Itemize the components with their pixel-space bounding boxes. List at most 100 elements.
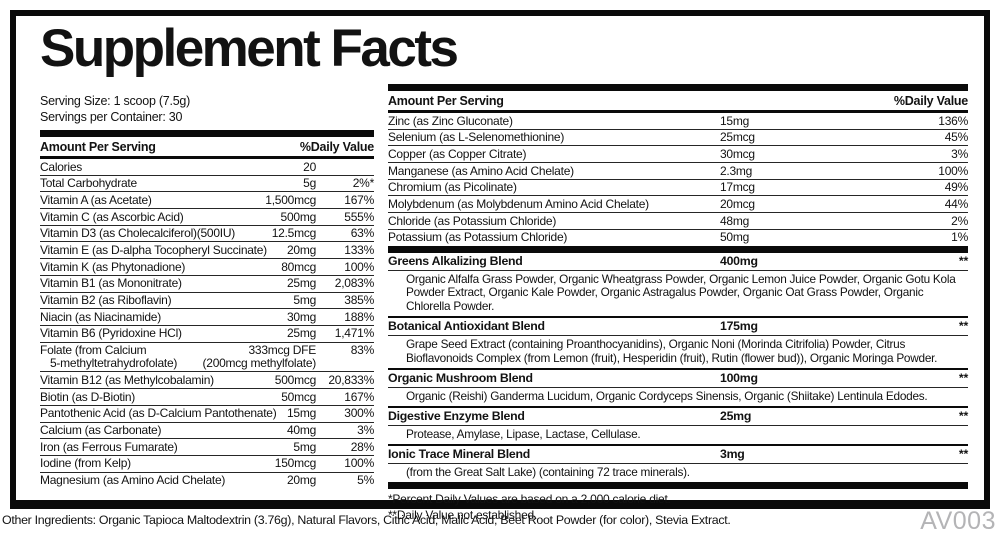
nutrient-name: Vitamin A (as Acetate) — [40, 192, 152, 207]
nutrient-name: Vitamin B1 (as Mononitrate) — [40, 276, 182, 291]
table-row: Vitamin A (as Acetate) 1,500mcg 167% — [40, 192, 374, 210]
nutrient-name: Iron (as Ferrous Fumarate) — [40, 439, 178, 454]
nutrient-amount: 15mg — [720, 113, 750, 128]
nutrient-daily-value: 133% — [344, 242, 374, 257]
nutrient-amount-cell: 12.5mcg — [271, 226, 317, 241]
nutrient-daily-value: 555% — [344, 209, 374, 224]
nutrient-name: Vitamin B6 (Pyridoxine HCl) — [40, 326, 182, 341]
nutrient-amount: 20mcg — [720, 196, 755, 211]
nutrient-amount: 50mcg — [281, 389, 316, 404]
blend-daily-value: ** — [958, 319, 968, 334]
nutrient-name-cell: Calcium (as Carbonate) — [40, 423, 287, 437]
nutrient-name-cell: Calories — [40, 159, 303, 174]
blend-amount: 175mg — [720, 319, 758, 334]
servings-per-container: Servings per Container: 30 — [40, 109, 183, 124]
other-ingredients: Other Ingredients: Organic Tapioca Malto… — [2, 513, 731, 527]
table-row: Vitamin B12 (as Methylcobalamin) 500mcg … — [40, 372, 374, 390]
nutrient-amount-cell: 1,500mcg — [265, 193, 316, 207]
nutrient-name: Molybdenum (as Molybdenum Amino Acid Che… — [388, 196, 649, 211]
blend-header-row: Botanical Antioxidant Blend 175mg ** — [388, 318, 968, 337]
nutrient-amount-cell: 150mcg — [275, 457, 316, 470]
nutrient-name-cell: Vitamin K (as Phytonadione) — [40, 260, 281, 274]
nutrient-amount-cell: 20mg — [286, 242, 316, 257]
blend-section: Botanical Antioxidant Blend 175mg ** Gra… — [388, 318, 968, 370]
table-row: Magnesium (as Amino Acid Chelate) 20mg 5… — [40, 473, 374, 489]
nutrient-name: Vitamin E (as D-alpha Tocopheryl Succina… — [40, 242, 267, 257]
nutrient-amount-cell: 5mg — [293, 293, 316, 307]
nutrient-daily-value: 63% — [350, 226, 375, 241]
nutrient-daily-value: 1,471% — [334, 326, 374, 341]
table-row: Vitamin B1 (as Mononitrate) 25mg 2,083% — [40, 276, 374, 293]
nutrient-name-cell: Pantothenic Acid (as D-Calcium Pantothen… — [40, 407, 287, 420]
nutrient-name: Vitamin B2 (as Riboflavin) — [40, 293, 172, 307]
nutrient-daily-value: 45% — [944, 130, 969, 145]
blend-amount: 3mg — [720, 447, 745, 462]
nutrient-name: Folate (from Calcium — [40, 343, 147, 358]
blend-section: Organic Mushroom Blend 100mg ** Organic … — [388, 370, 968, 409]
left-column: Serving Size: 1 scoop (7.5g) Servings pe… — [40, 75, 374, 488]
nutrient-amount: 15mg — [286, 406, 316, 421]
nutrient-name-cell: Folate (from Calcium 5-methyltetrahydrof… — [40, 343, 203, 371]
divider-bar — [388, 482, 968, 490]
nutrient-name-cell: Vitamin B1 (as Mononitrate) — [40, 277, 287, 290]
nutrient-name: Chloride (as Potassium Chloride) — [388, 213, 557, 228]
nutrient-name: Copper (as Copper Citrate) — [388, 146, 527, 161]
blend-header-row: Digestive Enzyme Blend 25mg ** — [388, 408, 968, 427]
table-header-left: Amount Per Serving %Daily Value — [40, 137, 374, 159]
nutrient-name-cell: Vitamin B12 (as Methylcobalamin) — [40, 372, 275, 387]
nutrient-daily-value: 3% — [951, 146, 968, 161]
nutrient-name-cell: Vitamin E (as D-alpha Tocopheryl Succina… — [40, 242, 287, 257]
nutrient-amount: 12.5mcg — [271, 226, 317, 241]
table-row: Calcium (as Carbonate) 40mg 3% — [40, 423, 374, 440]
blend-header-row: Greens Alkalizing Blend 400mg ** — [388, 253, 968, 271]
nutrient-name-cell: Iron (as Ferrous Fumarate) — [40, 439, 293, 454]
blend-ingredients: Organic Alfalfa Grass Powder, Organic Wh… — [406, 271, 956, 313]
blend-section: Ionic Trace Mineral Blend 3mg ** (from t… — [388, 446, 968, 482]
nutrient-name-line2: 5-methyltetrahydrofolate) — [50, 356, 178, 371]
blend-ingredients: Protease, Amylase, Lipase, Lactase, Cell… — [406, 427, 641, 442]
blend-name: Ionic Trace Mineral Blend — [388, 447, 531, 462]
nutrient-name: Biotin (as D-Biotin) — [40, 389, 136, 404]
blend-amount: 100mg — [720, 370, 758, 385]
table-row: Chloride (as Potassium Chloride) 48mg 2% — [388, 213, 968, 230]
nutrient-daily-value: 44% — [944, 196, 969, 211]
divider-bar — [388, 84, 968, 91]
nutrient-table-right: Zinc (as Zinc Gluconate) 15mg 136% Selen… — [388, 113, 968, 246]
table-row: Vitamin B6 (Pyridoxine HCl) 25mg 1,471% — [40, 326, 374, 343]
nutrient-name: Manganese (as Amino Acid Chelate) — [388, 163, 574, 178]
nutrient-daily-value: 167% — [344, 192, 374, 207]
table-row: Potassium (as Potassium Chloride) 50mg 1… — [388, 230, 968, 246]
nutrient-name-cell: Total Carbohydrate — [40, 176, 303, 190]
nutrient-amount: 25mg — [286, 326, 316, 341]
nutrient-amount-cell: 25mg — [287, 327, 316, 340]
nutrient-amount-cell: 30mg — [287, 310, 316, 324]
nutrient-name: Selenium (as L-Selenomethionine) — [388, 130, 565, 145]
nutrient-daily-value: 100% — [344, 259, 374, 274]
nutrient-daily-value: 2% — [951, 213, 968, 228]
nutrient-daily-value: 20,833% — [328, 372, 374, 387]
nutrient-daily-value: 167% — [344, 389, 374, 404]
label-columns: Serving Size: 1 scoop (7.5g) Servings pe… — [40, 75, 968, 523]
nutrient-daily-value: 5% — [357, 473, 374, 488]
table-row: Iodine (from Kelp) 150mcg 100% — [40, 456, 374, 473]
nutrient-amount-cell: 333mcg DFE (200mcg methylfolate) — [203, 343, 317, 370]
nutrient-name: Calories — [40, 159, 83, 174]
nutrient-amount: 25mcg — [720, 130, 755, 145]
nutrient-amount: 30mcg — [720, 146, 755, 161]
nutrient-name-cell: Iodine (from Kelp) — [40, 457, 275, 470]
table-row: Pantothenic Acid (as D-Calcium Pantothen… — [40, 406, 374, 423]
nutrient-amount: 5g — [303, 176, 316, 191]
divider-bar — [388, 245, 968, 253]
nutrient-amount-cell: 80mcg — [281, 260, 316, 274]
nutrient-name-cell: Vitamin A (as Acetate) — [40, 192, 265, 207]
footnote-daily-values: *Percent Daily Values are based on a 2,0… — [388, 492, 671, 507]
blend-amount: 400mg — [720, 253, 758, 268]
product-code: AV003 — [920, 507, 996, 535]
table-row: Manganese (as Amino Acid Chelate) 2.3mg … — [388, 163, 968, 180]
footnote-not-established: **Daily Value not established. — [388, 508, 538, 523]
nutrient-amount-cell: 40mg — [287, 423, 316, 437]
nutrient-daily-value: 188% — [344, 309, 374, 324]
nutrient-daily-value: 28% — [350, 439, 375, 454]
nutrient-amount: 20mg — [286, 242, 316, 257]
nutrient-name: Vitamin B12 (as Methylcobalamin) — [40, 372, 214, 387]
